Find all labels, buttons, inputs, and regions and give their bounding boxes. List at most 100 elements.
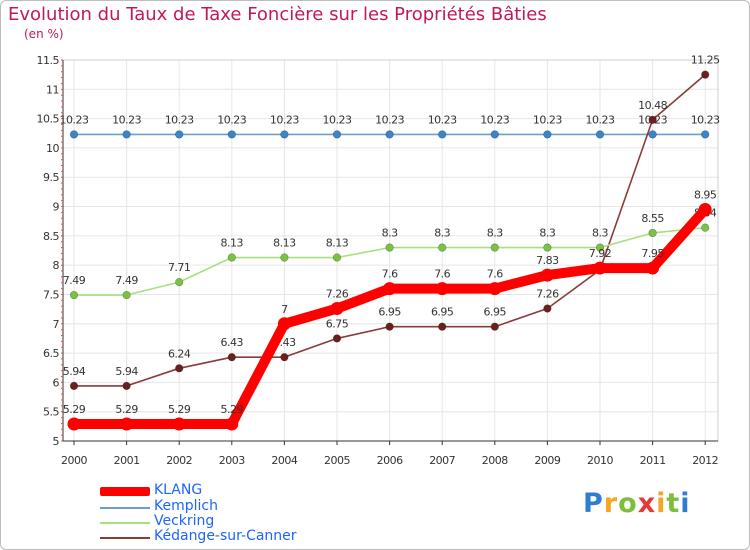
data-point [67, 417, 81, 431]
data-label: 8.13 [326, 237, 349, 250]
legend-label-kedange: Kédange-sur-Canner [154, 528, 297, 544]
data-point [227, 130, 236, 139]
data-label: 6.24 [168, 347, 191, 360]
x-tick-label: 2007 [429, 454, 455, 467]
y-tick-label: 9 [53, 201, 60, 214]
data-label: 10.23 [375, 113, 404, 126]
data-point [438, 130, 447, 139]
proxiti-logo: Proxiti [583, 488, 691, 519]
data-label: 7.26 [536, 288, 559, 301]
data-point [383, 282, 397, 296]
legend-label-kemplich: Kemplich [154, 498, 218, 514]
y-tick-label: 9.5 [43, 171, 59, 184]
y-tick-label: 8.5 [43, 230, 59, 243]
data-point [438, 322, 447, 331]
data-point [543, 243, 552, 252]
data-label: 8.13 [273, 237, 296, 250]
data-point [595, 130, 605, 139]
data-point [122, 290, 131, 300]
data-point [540, 268, 554, 282]
data-point [69, 381, 79, 391]
x-tick-label: 2000 [61, 454, 87, 467]
logo-letter: r [603, 488, 619, 519]
legend-swatch-klang [100, 487, 150, 496]
data-label: 11.25 [691, 54, 720, 67]
data-label: 6.95 [431, 306, 454, 319]
data-label: 8.3 [539, 227, 555, 240]
data-label: 5.94 [115, 365, 138, 378]
data-label: 7.71 [168, 261, 191, 274]
data-label: 7.83 [536, 254, 559, 267]
data-label: 7 [281, 303, 288, 316]
data-point [330, 302, 344, 316]
legend-item-kedange: Kédange-sur-Canner [100, 528, 360, 546]
data-label: 7.26 [326, 288, 349, 301]
data-label: 10.23 [60, 113, 89, 126]
data-point [277, 317, 291, 331]
data-point [172, 417, 186, 431]
y-tick-label: 11 [46, 83, 59, 96]
data-label: 7.95 [641, 247, 664, 260]
data-point [435, 282, 449, 296]
data-point [648, 228, 657, 238]
logo-letter: i [656, 488, 667, 519]
y-tick-label: 10 [46, 142, 59, 155]
data-point [701, 70, 710, 79]
data-point [488, 282, 502, 296]
data-label: 10.48 [638, 99, 667, 112]
data-point [701, 130, 710, 139]
x-tick-label: 2004 [271, 454, 297, 467]
x-tick-label: 2010 [587, 454, 613, 467]
data-label: 5.29 [221, 403, 244, 416]
data-point [385, 322, 394, 331]
data-point [385, 130, 394, 139]
data-point [646, 261, 660, 275]
x-tick-label: 2009 [534, 454, 560, 467]
data-point [593, 261, 607, 275]
data-point [227, 253, 236, 262]
legend-item-veckring: Veckring [100, 513, 360, 531]
data-label: 8.3 [434, 227, 450, 240]
data-label: 8.95 [694, 188, 717, 201]
data-point [490, 322, 499, 331]
data-point [332, 130, 342, 139]
data-label: 5.29 [63, 403, 86, 416]
data-point [175, 364, 184, 373]
data-point [385, 243, 394, 252]
data-point [595, 243, 605, 252]
y-tick-label: 6 [53, 376, 60, 389]
data-label: 6.95 [378, 306, 401, 319]
y-tick-label: 7.5 [43, 288, 59, 301]
data-point [490, 243, 499, 252]
logo-letter: i [680, 488, 691, 519]
legend-label-veckring: Veckring [154, 513, 215, 529]
data-point [648, 115, 657, 124]
data-label: 8.55 [641, 212, 664, 225]
data-point [490, 130, 499, 139]
data-label: 6.75 [326, 317, 349, 330]
data-point [543, 130, 552, 139]
data-point [698, 202, 712, 216]
logo-letter: x [637, 488, 657, 519]
legend-label-klang: KLANG [154, 482, 203, 498]
data-point [280, 353, 289, 362]
data-point [701, 223, 710, 232]
data-label: 5.94 [63, 365, 86, 378]
data-label: 8.3 [592, 227, 608, 240]
x-tick-label: 2008 [482, 454, 508, 467]
legend-item-kemplich: Kemplich [100, 498, 360, 516]
data-point [280, 253, 289, 262]
data-label: 10.23 [323, 113, 352, 126]
data-label: 10.23 [217, 113, 246, 126]
legend-swatch-kedange [100, 537, 150, 539]
legend-swatch-kemplich [100, 507, 150, 509]
x-tick-label: 2003 [219, 454, 245, 467]
x-tick-label: 2006 [377, 454, 403, 467]
data-label: 10.23 [480, 113, 509, 126]
y-tick-label: 5 [53, 435, 60, 448]
y-tick-label: 11.5 [37, 54, 60, 67]
y-tick-label: 7 [53, 318, 60, 331]
data-label: 7.92 [589, 247, 612, 260]
